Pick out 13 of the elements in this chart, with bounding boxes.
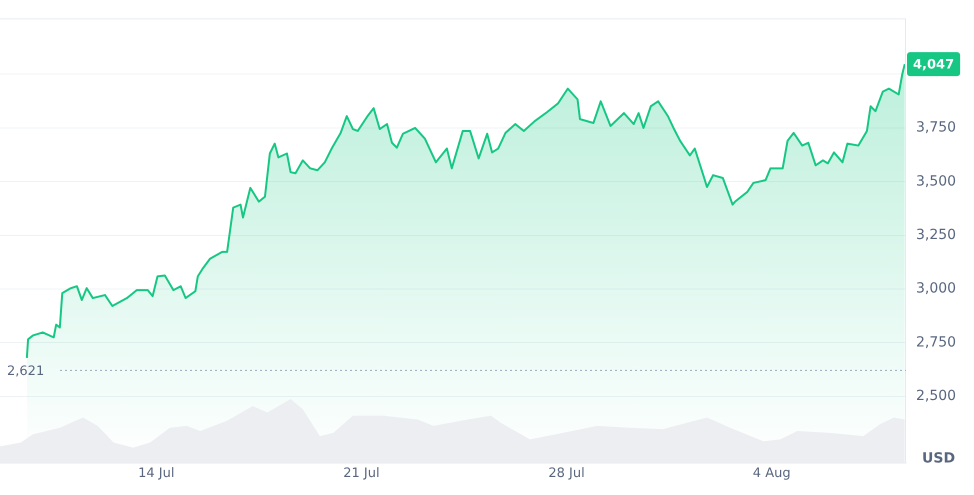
- annotation: 4,047: [913, 58, 954, 73]
- y-tick-label: 2,750: [916, 334, 956, 350]
- ref-line-label: 2,621: [7, 364, 44, 379]
- y-tick-label: 3,000: [916, 280, 956, 297]
- y-tick-label: 3,750: [916, 120, 956, 136]
- x-tick-label: 14 Jul: [138, 466, 174, 482]
- x-tick-label: 21 Jul: [343, 466, 380, 482]
- x-tick-label: 4 Aug: [752, 466, 791, 482]
- y-tick-label: 3,500: [916, 173, 956, 190]
- y-tick-label: 3,250: [916, 226, 956, 243]
- y-tick-label: 2,500: [916, 388, 956, 404]
- y-axis-title: USD: [922, 450, 956, 467]
- x-tick-label: 28 Jul: [548, 466, 585, 482]
